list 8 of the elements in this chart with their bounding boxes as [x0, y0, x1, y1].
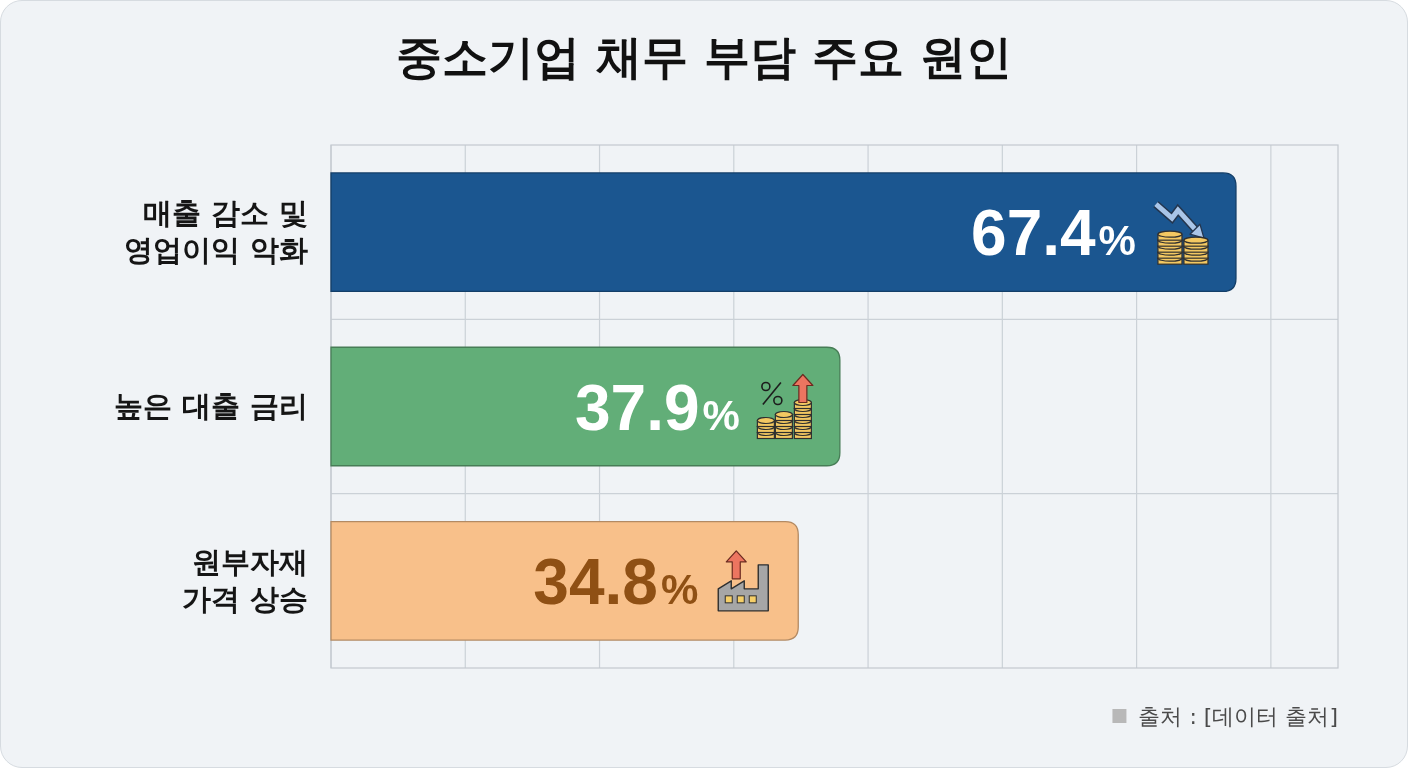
category-label: 원부자재 가격 상승	[180, 543, 308, 618]
source-note: 출처 : [데이터 출처]	[1138, 704, 1338, 729]
category-label: 매출 감소 및 영업이익 악화	[122, 195, 308, 270]
chart-title: 중소기업 채무 부담 주요 원인	[395, 30, 1013, 84]
data-label: 67.4%	[971, 197, 1136, 270]
data-label: 37.9%	[574, 371, 740, 444]
category-label: 높은 대출 금리	[113, 387, 308, 425]
data-label: 34.8%	[533, 545, 699, 618]
